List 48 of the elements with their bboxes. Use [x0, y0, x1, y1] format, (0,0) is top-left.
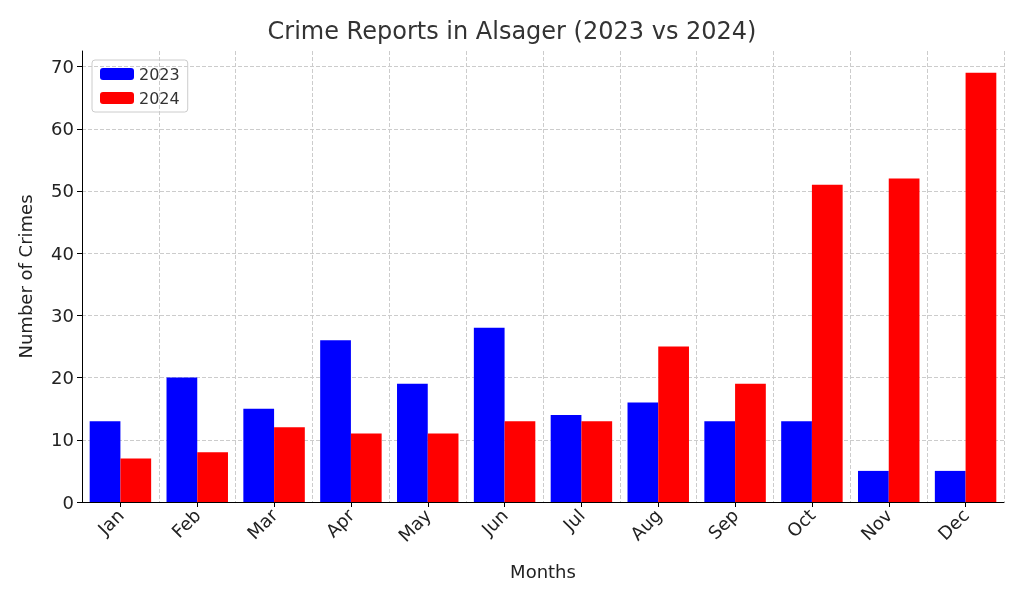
bar [350, 433, 382, 502]
bar [320, 340, 351, 502]
bar [735, 383, 766, 502]
y-tick-label: 60 [51, 118, 74, 140]
y-tick-label: 30 [51, 304, 74, 326]
bar [166, 377, 198, 502]
bar [888, 178, 920, 502]
y-tick-label: 40 [51, 242, 74, 264]
bar [811, 184, 843, 502]
bar [197, 452, 228, 502]
bar [89, 421, 121, 502]
bar [243, 408, 275, 502]
x-tick-label: Oct [782, 504, 820, 542]
bar [934, 470, 966, 502]
x-axis-title: Months [510, 560, 576, 582]
y-axis-title: Number of Crimes [14, 194, 36, 359]
y-tick-label: 50 [51, 180, 74, 202]
bar [704, 421, 736, 502]
bar [397, 383, 428, 502]
x-tick-label: Sep [703, 504, 743, 544]
x-tick-label: Jan [92, 504, 128, 540]
x-tick-label: Aug [625, 504, 666, 545]
x-tick-label: Jul [557, 504, 589, 536]
chart-title: Crime Reports in Alsager (2023 vs 2024) [267, 17, 757, 45]
y-tick-label: 0 [62, 491, 74, 513]
x-tick-label: Apr [321, 504, 359, 542]
y-tick-label: 70 [51, 56, 74, 78]
legend-label: 2023 [139, 64, 180, 84]
bar [858, 470, 889, 502]
bar [965, 72, 997, 502]
bar [781, 421, 812, 502]
legend-label: 2024 [139, 88, 180, 108]
x-tick-label: Dec [933, 504, 974, 545]
y-tick-label: 10 [51, 429, 74, 451]
bar [581, 421, 613, 502]
bar [550, 414, 582, 502]
bar [627, 402, 659, 502]
x-tick-label: Feb [167, 504, 205, 542]
y-tick-label: 20 [51, 367, 74, 389]
x-tick-label: Jun [476, 504, 513, 541]
bar [120, 458, 152, 502]
x-tick-label: Nov [856, 504, 897, 545]
bar [274, 427, 305, 502]
bar [504, 421, 536, 502]
bar [658, 346, 689, 502]
bar [427, 433, 459, 502]
bar [473, 327, 505, 502]
x-tick-label: Mar [242, 504, 282, 544]
